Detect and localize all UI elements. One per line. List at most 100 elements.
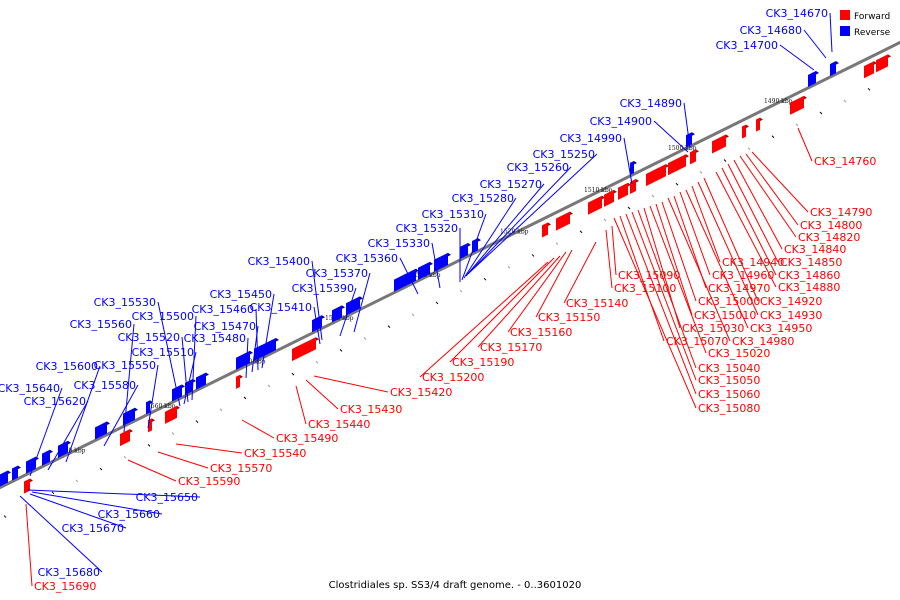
scale-mark (627, 206, 631, 210)
gene-label: CK3_14790 (810, 206, 872, 219)
gene-label: CK3_15590 (178, 475, 240, 488)
gene-label: CK3_15500 (132, 310, 194, 323)
reverse-gene (630, 160, 637, 175)
gene-leader-line (697, 181, 759, 316)
gene-leader-line (779, 44, 815, 71)
gene-leader-line (619, 215, 665, 342)
legend-forward-swatch (840, 10, 850, 20)
gene-leader-line (311, 260, 323, 341)
gene-leader-line (661, 201, 697, 302)
gene-leader-line (47, 400, 89, 471)
scale-mark (699, 171, 703, 174)
scale-mark (819, 111, 823, 115)
gene-label: CK3_15530 (94, 296, 156, 309)
gene-label: CK3_15470 (194, 320, 256, 333)
gene-label: CK3_15260 (507, 161, 569, 174)
gene-label: CK3_15670 (62, 522, 124, 535)
scale-mark (603, 218, 607, 222)
reverse-gene (434, 252, 451, 272)
gene-leader-line (739, 155, 797, 238)
gene-leader-line (463, 197, 517, 279)
reverse-gene (0, 470, 11, 487)
gene-leader-line (605, 229, 613, 289)
gene-label: CK3_14890 (620, 97, 682, 110)
gene-leader-line (829, 12, 833, 53)
gene-label: CK3_15680 (38, 566, 100, 579)
gene-label: CK3_15510 (132, 346, 194, 359)
forward-gene (668, 154, 689, 176)
scale-mark (651, 194, 655, 198)
gene-label: CK3_15060 (698, 388, 760, 401)
gene-label: CK3_15410 (250, 301, 312, 314)
gene-leader-line (183, 351, 197, 405)
tick-label: 1570 kbp (57, 447, 86, 454)
gene-label: CK3_14900 (590, 115, 652, 128)
scale-mark (507, 265, 511, 269)
gene-leader-line (27, 489, 201, 498)
scale-mark (747, 147, 751, 150)
reverse-gene (26, 456, 39, 474)
gene-leader-line (613, 217, 697, 409)
scale-mark (771, 135, 775, 139)
gene-label: CK3_15660 (98, 508, 160, 521)
scale-mark (3, 515, 7, 518)
gene-leader-line (29, 387, 63, 477)
gene-label: CK3_15160 (510, 326, 572, 339)
reverse-gene (58, 440, 71, 458)
gene-label: CK3_14850 (780, 256, 842, 269)
gene-leader-line (653, 120, 689, 153)
gene-leader-line (313, 375, 389, 393)
scale-mark (723, 159, 727, 162)
gene-label: CK3_15250 (533, 148, 595, 161)
gene-label: CK3_15370 (306, 267, 368, 280)
reverse-gene (346, 296, 363, 316)
gene-leader-line (419, 261, 549, 378)
gene-leader-line (611, 225, 617, 276)
scale-mark (267, 384, 271, 388)
gene-label: CK3_15310 (422, 208, 484, 221)
forward-gene (712, 134, 729, 154)
tick-label: 1500 kbp (668, 145, 697, 152)
gene-label: CK3_15100 (614, 282, 676, 295)
gene-leader-line (797, 127, 813, 162)
gene-leader-line (305, 379, 339, 410)
gene-leader-line (157, 451, 209, 469)
gene-label: CK3_15690 (34, 580, 96, 593)
gene-leader-line (123, 323, 135, 433)
gene-label: CK3_15520 (118, 331, 180, 344)
gene-leader-line (339, 287, 357, 337)
forward-gene (165, 405, 180, 424)
gene-leader-line (649, 205, 707, 354)
reverse-gene (332, 305, 345, 323)
reverse-gene (12, 465, 21, 481)
scale-mark (219, 408, 223, 412)
gene-label: CK3_15540 (244, 447, 306, 460)
gene-label: CK3_14970 (708, 282, 770, 295)
gene-leader-line (625, 213, 697, 395)
reverse-gene (95, 421, 110, 440)
scale-mark (555, 242, 559, 245)
gene-leader-line (679, 191, 711, 276)
reverse-gene (808, 70, 819, 87)
forward-gene (646, 164, 669, 187)
gene-leader-line (507, 251, 567, 333)
legend-forward-label: Forward (854, 12, 890, 22)
forward-gene (542, 222, 551, 238)
gene-leader-line (103, 384, 139, 447)
gene-leader-line (157, 301, 181, 407)
leaders-layer (19, 12, 833, 587)
scale-mark (123, 455, 127, 459)
gene-leader-line (261, 293, 275, 369)
gene-leader-line (733, 159, 783, 250)
gene-label: CK3_14960 (712, 269, 774, 282)
gene-label: CK3_15640 (0, 382, 60, 395)
gene-label: CK3_15430 (340, 403, 402, 416)
forward-gene (292, 342, 309, 362)
gene-label: CK3_15280 (452, 192, 514, 205)
genome-axis (0, 40, 900, 490)
gene-leader-line (31, 491, 163, 515)
gene-leader-line (469, 153, 598, 273)
scale-mark (435, 301, 439, 305)
reverse-gene (42, 449, 53, 466)
